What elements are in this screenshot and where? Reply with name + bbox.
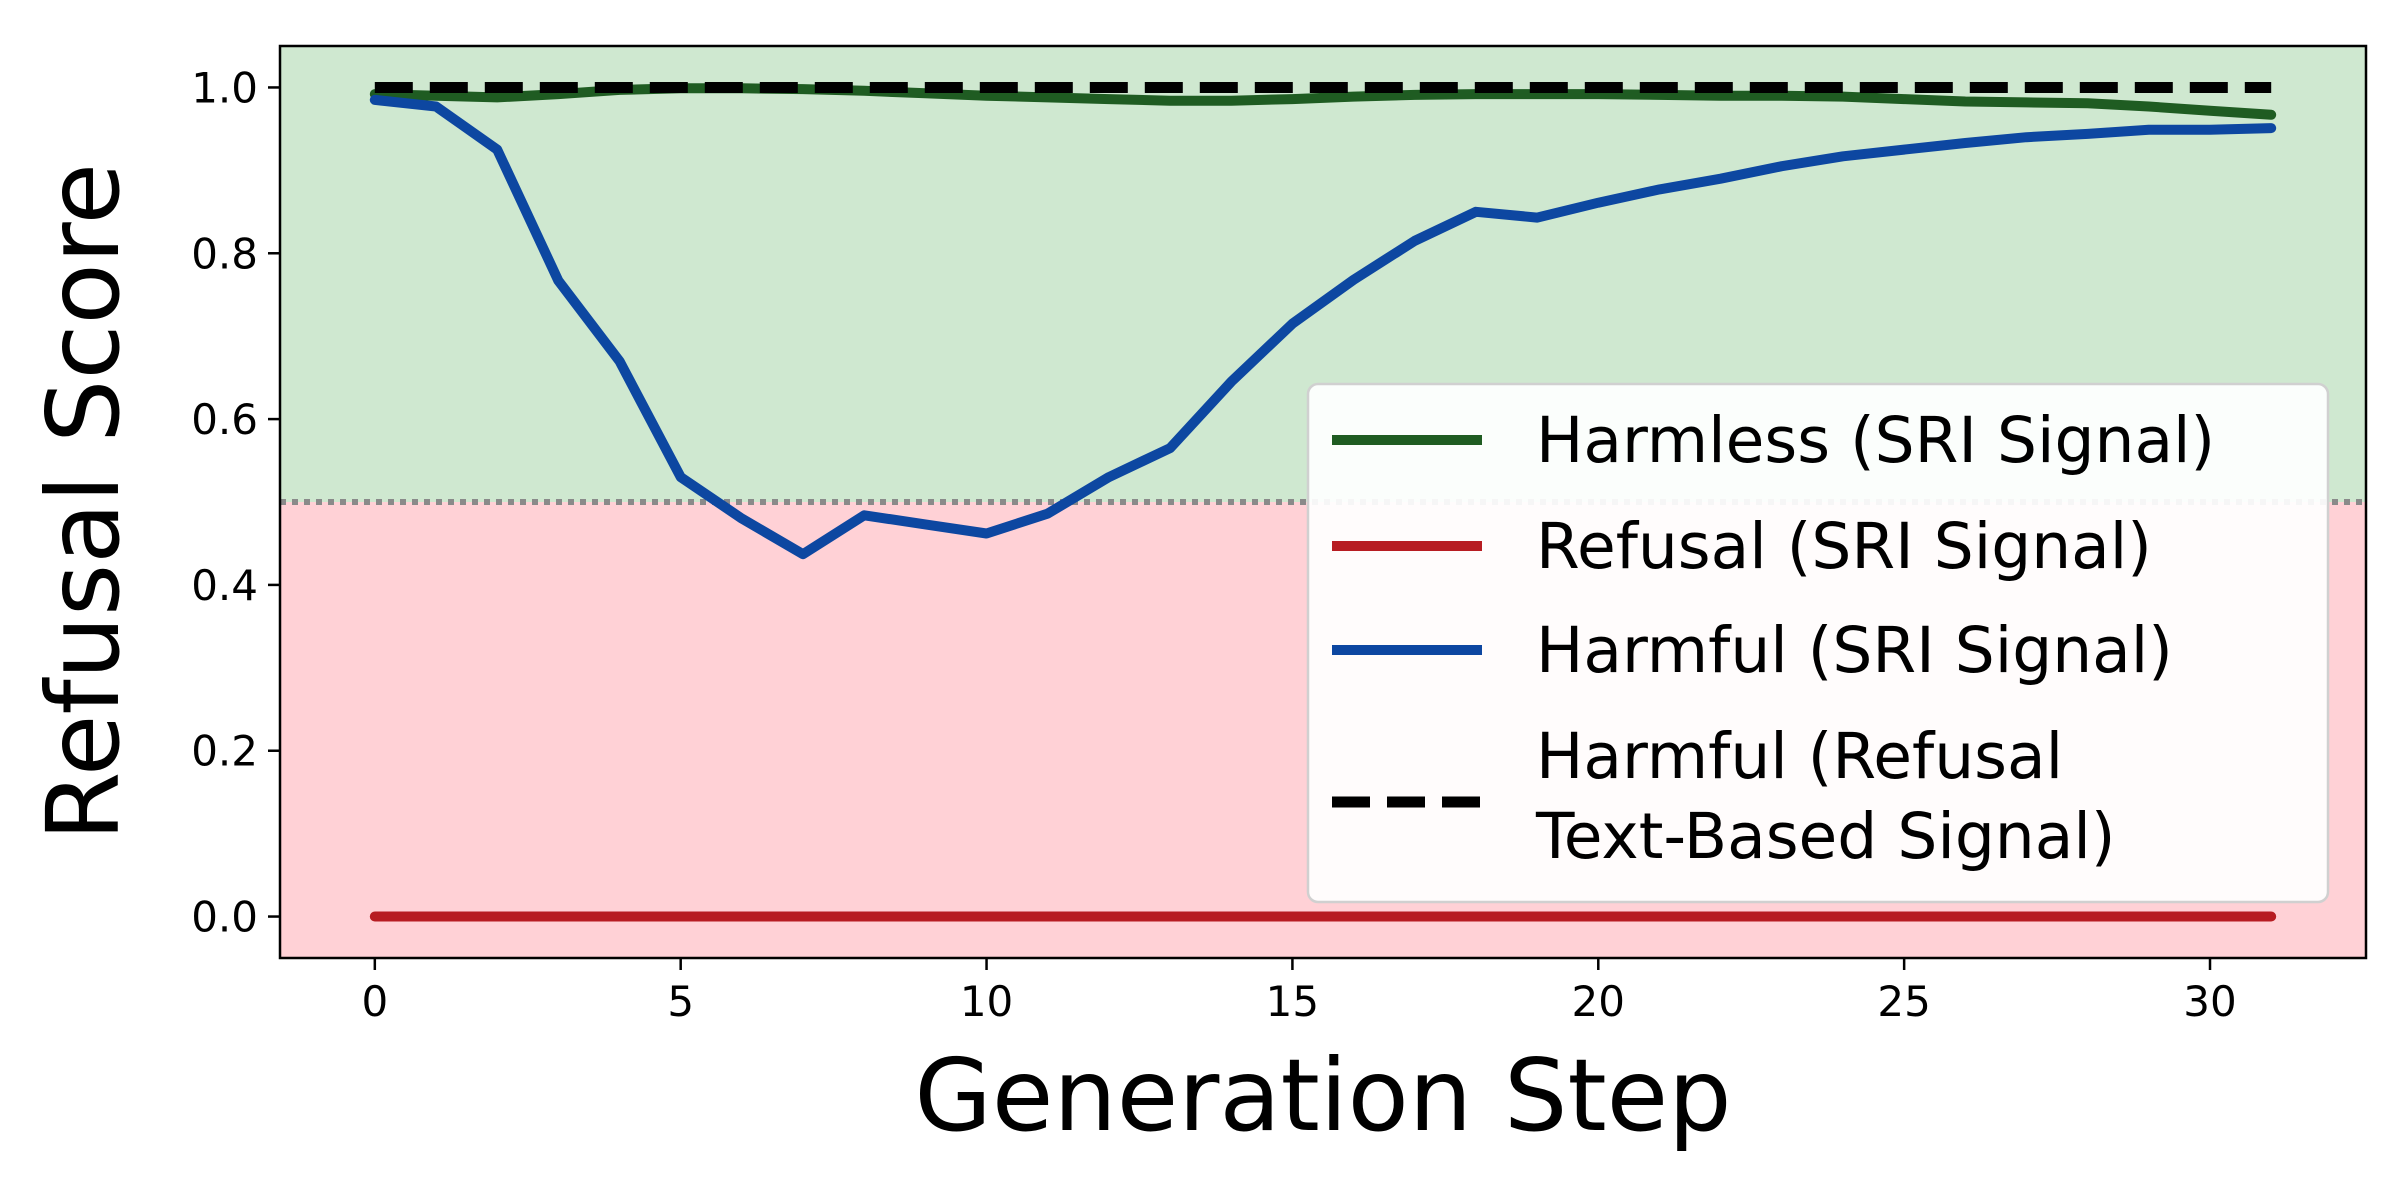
legend-label: Harmful (SRI Signal) — [1536, 614, 2173, 687]
x-tick-label: 0 — [361, 977, 388, 1026]
x-tick-label: 15 — [1266, 977, 1319, 1026]
plot-frame — [278, 44, 2368, 960]
legend: Harmless (SRI Signal) Refusal (SRI Signal… — [1306, 382, 2330, 904]
x-tick-label: 20 — [1572, 977, 1625, 1026]
y-tick-label: 0.0 — [191, 893, 258, 942]
series-layer — [369, 82, 2277, 922]
x-axis: 0 5 10 15 20 25 30 — [361, 958, 2237, 1026]
y-axis-title: Refusal Score — [25, 163, 142, 841]
y-tick-label: 1.0 — [191, 63, 258, 112]
x-tick-label: 25 — [1877, 977, 1930, 1026]
y-tick-label: 0.2 — [191, 727, 258, 776]
legend-label: Harmful (Refusal — [1536, 720, 2063, 793]
x-tick-label: 30 — [2183, 977, 2236, 1026]
x-axis-title: Generation Step — [914, 1037, 1731, 1154]
x-tick-label: 5 — [667, 977, 694, 1026]
series-line-0 — [369, 83, 2277, 120]
y-tick-label: 0.6 — [191, 395, 258, 444]
y-axis: 0.0 0.2 0.4 0.6 0.8 1.0 — [191, 63, 280, 942]
legend-label: Harmless (SRI Signal) — [1536, 404, 2215, 477]
legend-label: Text-Based Signal) — [1535, 800, 2115, 873]
x-tick-label: 10 — [960, 977, 1013, 1026]
legend-label: Refusal (SRI Signal) — [1536, 510, 2152, 583]
y-tick-label: 0.8 — [191, 229, 258, 278]
legend-box — [1306, 382, 2330, 904]
series-line-2 — [369, 94, 2277, 560]
y-tick-label: 0.4 — [191, 561, 258, 610]
